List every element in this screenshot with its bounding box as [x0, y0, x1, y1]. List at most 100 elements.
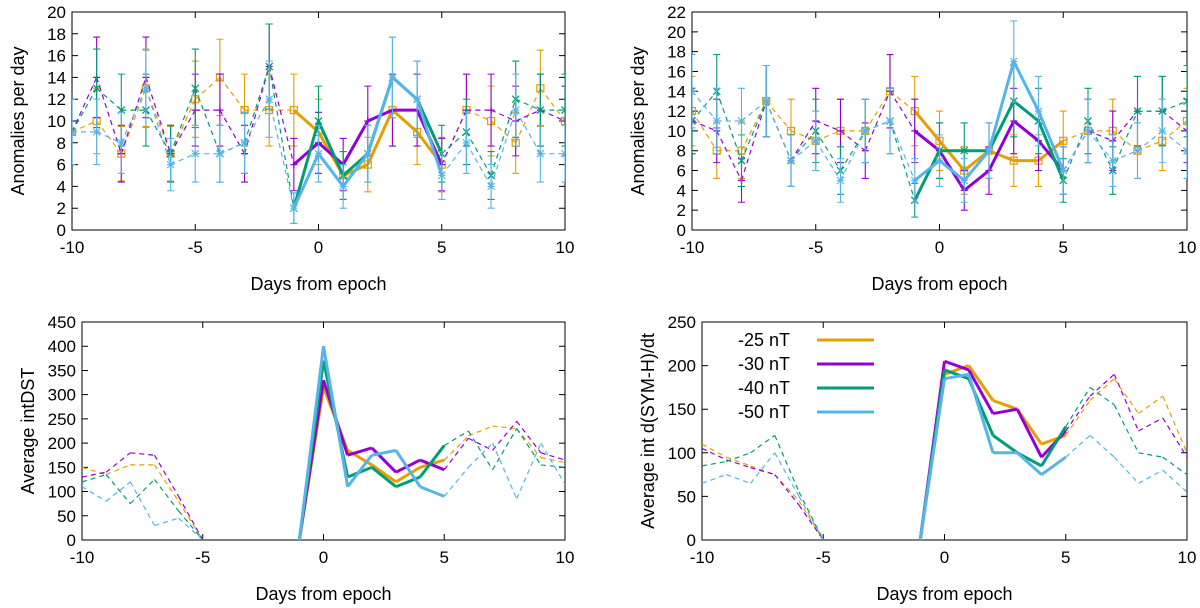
- series-line-dashed: [467, 430, 494, 471]
- series-line-dashed: [178, 517, 204, 540]
- x-tick-label: 0: [314, 238, 323, 257]
- series-line-dashed: [740, 100, 767, 161]
- series-minus-50nT: [72, 36, 565, 225]
- data-point: [437, 171, 446, 180]
- series-line-dashed: [774, 435, 800, 493]
- series-line-dashed: [129, 479, 155, 505]
- series-line-solid: [371, 448, 397, 457]
- series-line-dashed: [96, 77, 122, 154]
- data-point: [911, 127, 919, 135]
- data-point: [692, 117, 696, 125]
- data-point: [191, 84, 200, 93]
- series-line-solid: [987, 120, 1016, 172]
- series-line-dashed: [1065, 395, 1091, 432]
- series-line-solid: [1037, 120, 1065, 182]
- data-point: [363, 149, 372, 158]
- data-point: [861, 127, 870, 135]
- series-line-dashed: [716, 91, 743, 161]
- series-line-dashed: [750, 467, 775, 476]
- series-line-solid: [913, 159, 941, 182]
- series-line-dashed: [815, 130, 841, 142]
- series-line-solid: [967, 364, 995, 402]
- series-line-dashed: [466, 109, 492, 122]
- series-line-dashed: [889, 90, 916, 132]
- series-line-dashed: [194, 88, 221, 154]
- error-bar: [561, 124, 565, 183]
- data-point: [561, 117, 565, 125]
- series-line-dashed: [798, 500, 824, 540]
- series-line-dashed: [1138, 452, 1163, 458]
- series-line-dashed: [219, 109, 246, 154]
- x-tick-label: 10: [1178, 238, 1197, 257]
- series-line-solid: [913, 129, 941, 152]
- series-line-solid: [1016, 451, 1043, 476]
- series-line-dashed: [72, 77, 98, 133]
- data-point: [142, 84, 150, 93]
- series-line-dashed: [750, 452, 776, 484]
- data-point: [1034, 107, 1043, 115]
- y-tick-label: 250: [668, 313, 696, 332]
- x-tick-label: -10: [70, 548, 95, 567]
- data-point: [388, 73, 397, 82]
- chart-bottom-left: -10 -5 0 5 10050100150200250300350400450Days…: [18, 313, 574, 604]
- error-bar: [692, 75, 696, 147]
- series-line-dashed: [490, 99, 517, 176]
- data-point: [117, 138, 126, 147]
- series-line-dashed: [178, 510, 204, 540]
- data-point: [364, 117, 372, 125]
- x-axis-label: Days from epoch: [255, 584, 391, 604]
- series-line-dashed: [130, 452, 155, 456]
- series-line-solid: [1012, 119, 1040, 142]
- series-line-solid: [987, 61, 1016, 152]
- series-line-dashed: [1138, 469, 1164, 484]
- series-line-dashed: [490, 120, 517, 144]
- series-line-solid: [418, 444, 446, 478]
- series-line-dashed: [1089, 434, 1115, 458]
- series-line-dashed: [516, 428, 542, 459]
- series-line-dashed: [170, 153, 196, 166]
- series-line-dashed: [1089, 378, 1115, 401]
- series-line-dashed: [540, 457, 565, 464]
- data-point: [960, 146, 969, 155]
- y-tick-label: 10: [667, 122, 686, 141]
- series-line-dashed: [1162, 469, 1187, 493]
- series-line-dashed: [765, 100, 792, 161]
- y-tick-label: 12: [47, 90, 66, 109]
- data-point: [762, 97, 771, 106]
- data-point: [692, 87, 696, 96]
- series-line-dashed: [1112, 110, 1138, 142]
- series-line-dashed: [798, 504, 824, 540]
- data-point: [487, 106, 495, 114]
- series-line-dashed: [153, 464, 180, 502]
- series-line-dashed: [815, 120, 841, 132]
- series-line-solid: [292, 153, 320, 209]
- series-line-solid: [341, 152, 369, 188]
- series-line-dashed: [515, 109, 541, 122]
- series-line-dashed: [467, 442, 493, 468]
- data-point: [1133, 146, 1142, 155]
- series-line-solid: [918, 378, 946, 540]
- series-line-solid: [963, 149, 991, 182]
- data-point: [72, 128, 76, 136]
- data-point: [191, 149, 200, 158]
- data-point: [1108, 156, 1117, 165]
- series-minus-25nT: [82, 386, 565, 540]
- series-line-solid: [988, 149, 1015, 163]
- series-line-dashed: [145, 77, 172, 154]
- series-line-dashed: [170, 109, 196, 154]
- series-minus-50nT: [692, 20, 1187, 203]
- series-line-solid: [341, 120, 370, 166]
- series-line-dashed: [702, 443, 727, 458]
- y-tick-label: 2: [57, 199, 66, 218]
- series-line-dashed: [750, 434, 776, 454]
- data-point: [289, 204, 298, 213]
- x-axis-label: Days from epoch: [871, 274, 1007, 294]
- series-line-solid: [1037, 110, 1065, 172]
- series-line-dashed: [726, 459, 751, 469]
- y-tick-label: 0: [687, 531, 696, 550]
- data-point: [1183, 97, 1187, 106]
- series-line-dashed: [540, 452, 565, 461]
- series-line-dashed: [105, 474, 131, 505]
- series-line-dashed: [726, 452, 751, 463]
